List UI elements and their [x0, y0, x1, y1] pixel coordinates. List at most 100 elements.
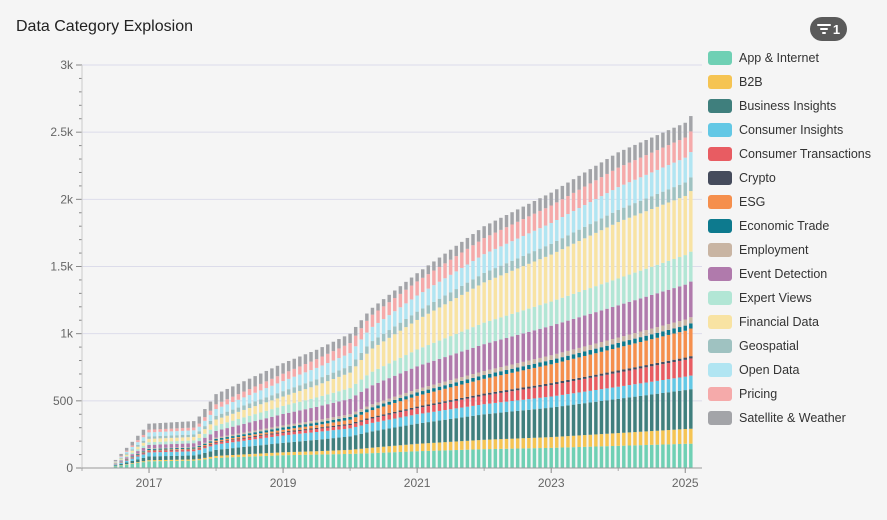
bar-segment-15 — [275, 365, 280, 377]
bar-segment-13 — [532, 230, 537, 252]
bar-segment-15 — [555, 189, 559, 203]
bar-segment-3 — [130, 458, 134, 461]
bar-segment-15 — [432, 261, 436, 271]
bar-segment-9 — [242, 423, 246, 433]
bar-segment-4 — [214, 442, 218, 445]
legend-swatch — [708, 99, 732, 113]
bar-segment-0 — [532, 448, 537, 468]
bar-segment-8 — [543, 356, 548, 362]
legend-item[interactable]: Employment — [708, 238, 883, 262]
bar-segment-10 — [359, 379, 364, 392]
bar-segment-9 — [627, 301, 632, 335]
bar-segment-10 — [275, 407, 280, 416]
bar-segment-8 — [292, 423, 296, 426]
bar-segment-15 — [420, 269, 425, 278]
legend-item[interactable]: Event Detection — [708, 262, 883, 286]
bar-segment-2 — [247, 446, 252, 455]
legend-item[interactable]: Consumer Insights — [708, 118, 883, 142]
bar-segment-0 — [454, 450, 458, 468]
bar-segment-10 — [666, 260, 671, 290]
bar-segment-6 — [577, 357, 581, 378]
bar-segment-14 — [577, 189, 581, 209]
bar-segment-8 — [582, 346, 587, 352]
bar-segment-4 — [493, 393, 498, 403]
legend-item[interactable]: Financial Data — [708, 310, 883, 334]
bar-segment-10 — [504, 315, 509, 339]
bar-segment-5 — [314, 427, 319, 430]
bar-segment-12 — [180, 434, 185, 438]
bar-segment-0 — [286, 455, 291, 468]
legend-item[interactable]: Satellite & Weather — [708, 406, 883, 430]
bar-segment-0 — [555, 447, 559, 468]
legend-item[interactable]: App & Internet — [708, 46, 883, 70]
bar-segment-1 — [683, 429, 687, 444]
bar-segment-10 — [180, 440, 185, 444]
bar-segment-0 — [376, 452, 380, 468]
bar-segment-9 — [158, 444, 162, 448]
legend-item[interactable]: Pricing — [708, 382, 883, 406]
legend-item[interactable]: Geospatial — [708, 334, 883, 358]
bar-segment-9 — [370, 385, 375, 405]
bar-segment-7 — [353, 414, 358, 418]
legend-item[interactable]: Expert Views — [708, 286, 883, 310]
bar-segment-5 — [348, 423, 352, 426]
bar-segment-2 — [638, 395, 643, 432]
bar-segment-0 — [460, 449, 464, 468]
bar-segment-2 — [353, 435, 358, 450]
legend-item[interactable]: Open Data — [708, 358, 883, 382]
legend-item[interactable]: Economic Trade — [708, 214, 883, 238]
bar-segment-1 — [169, 459, 174, 461]
bar-segment-6 — [242, 436, 246, 438]
legend-label: Crypto — [739, 171, 776, 185]
bar-segment-10 — [689, 251, 693, 282]
bar-segment-1 — [677, 429, 682, 444]
bar-segment-15 — [376, 303, 380, 311]
bar-segment-4 — [460, 399, 464, 408]
bar-segment-10 — [588, 288, 593, 314]
bar-segment-8 — [465, 375, 470, 380]
bar-segment-11 — [588, 235, 593, 289]
bar-segment-3 — [242, 440, 246, 447]
bar-segment-1 — [599, 434, 604, 447]
bar-segment-6 — [488, 377, 492, 393]
bar-segment-5 — [504, 390, 509, 393]
bar-segment-13 — [303, 372, 308, 384]
bar-segment-8 — [655, 327, 660, 333]
bar-segment-2 — [471, 415, 475, 441]
legend-item[interactable]: Business Insights — [708, 94, 883, 118]
bar-segment-5 — [432, 403, 436, 406]
bar-segment-10 — [566, 295, 570, 321]
bar-segment-10 — [610, 280, 615, 308]
bar-segment-8 — [616, 337, 620, 343]
legend-item[interactable]: B2B — [708, 70, 883, 94]
bar-segment-13 — [337, 358, 341, 371]
legend-item[interactable]: Crypto — [708, 166, 883, 190]
bar-segment-3 — [677, 377, 682, 391]
bar-segment-8 — [309, 421, 313, 424]
bar-segment-13 — [191, 430, 196, 435]
bar-segment-0 — [527, 448, 531, 468]
bar-segment-6 — [655, 337, 660, 363]
legend-item[interactable]: Consumer Transactions — [708, 142, 883, 166]
bar-segment-5 — [437, 402, 442, 404]
bar-segment-15 — [242, 381, 246, 392]
bar-segment-12 — [577, 229, 581, 241]
bar-segment-3 — [610, 387, 615, 400]
bar-segment-1 — [298, 451, 302, 455]
bar-segment-13 — [616, 187, 620, 210]
bar-segment-7 — [303, 424, 308, 427]
filter-button[interactable]: 1 — [810, 17, 847, 41]
bar-segment-0 — [242, 456, 246, 468]
bar-segment-7 — [555, 358, 559, 363]
filter-icon — [816, 24, 831, 34]
bar-segment-15 — [141, 429, 146, 435]
bar-segment-12 — [588, 224, 593, 236]
bar-segment-11 — [320, 383, 324, 396]
bar-segment-6 — [432, 391, 436, 404]
bar-segment-10 — [381, 366, 386, 381]
bar-segment-6 — [326, 423, 330, 427]
bar-segment-12 — [499, 265, 503, 276]
bar-segment-10 — [655, 264, 660, 294]
bar-segment-9 — [136, 451, 140, 454]
legend-item[interactable]: ESG — [708, 190, 883, 214]
